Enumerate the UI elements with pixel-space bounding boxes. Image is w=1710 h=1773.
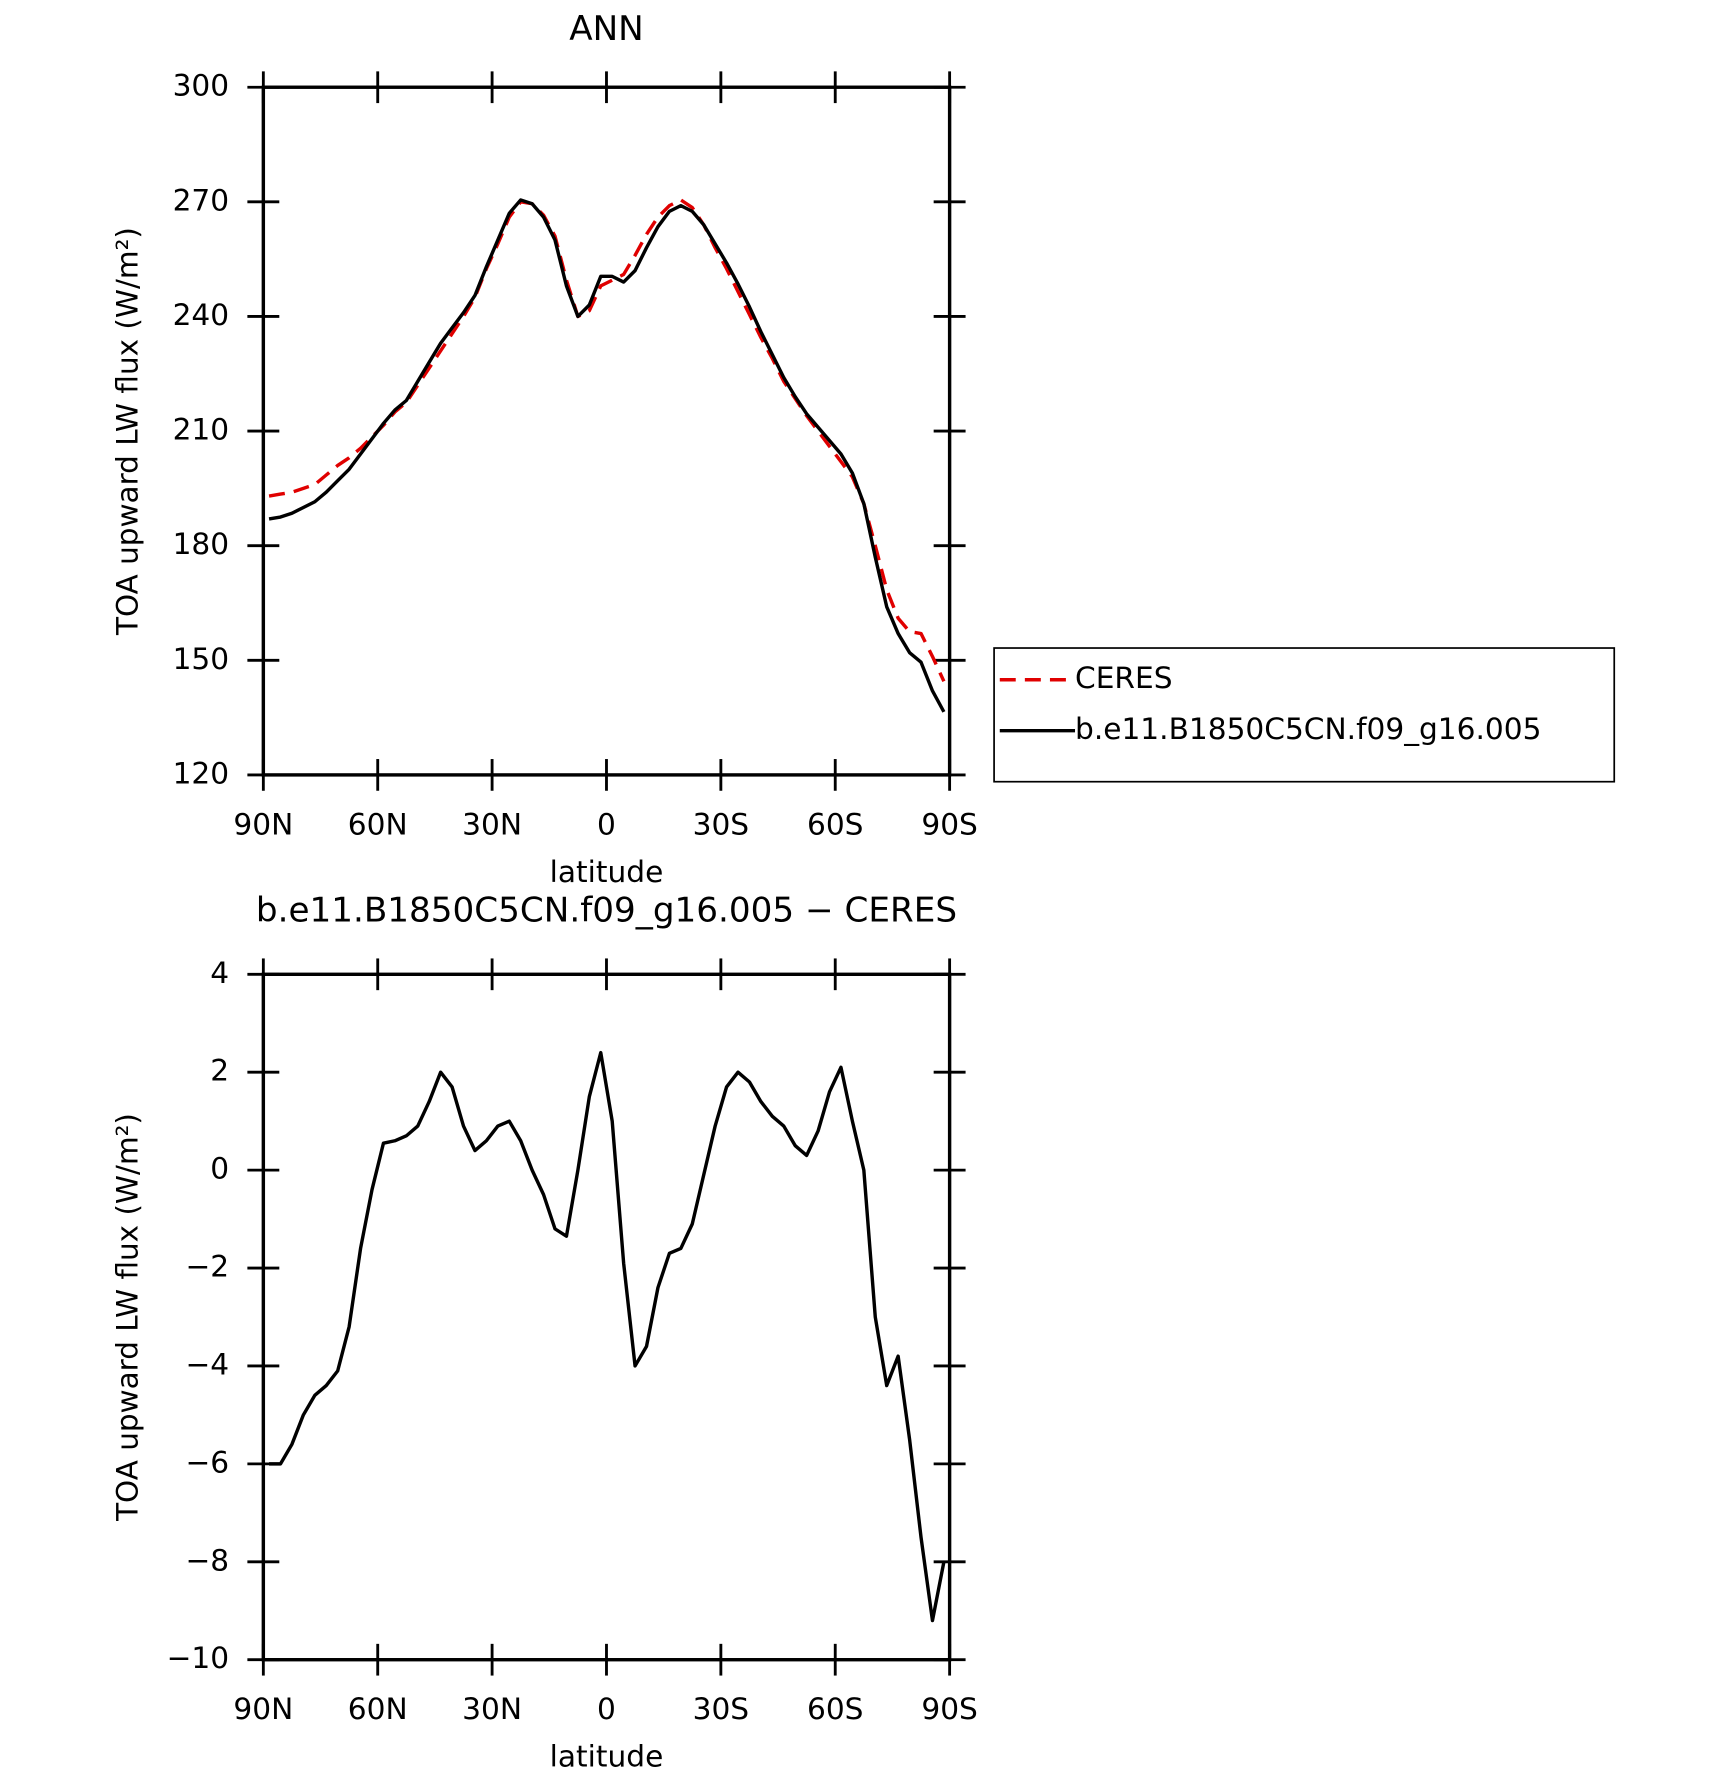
y-tick-label: 2 xyxy=(210,1054,229,1088)
legend-label: b.e11.B1850C5CN.f09_g16.005 xyxy=(1075,712,1541,746)
plot-frame xyxy=(261,85,952,777)
data-line xyxy=(268,198,946,713)
x-tick-label: 90N xyxy=(233,1692,293,1726)
x-tick-label: 30S xyxy=(693,807,750,841)
x-tick-label: 60N xyxy=(348,1692,408,1726)
legend-box xyxy=(993,647,1616,783)
y-tick-label: −10 xyxy=(167,1641,230,1675)
x-tick-label: 30N xyxy=(462,1692,522,1726)
y-tick-label: 0 xyxy=(210,1152,229,1186)
y-tick-label: 300 xyxy=(173,69,230,103)
x-tick-label: 60N xyxy=(348,807,408,841)
x-tick-label: 90S xyxy=(921,807,978,841)
y-tick-label: 180 xyxy=(173,527,230,561)
x-tick-label: 0 xyxy=(597,1692,616,1726)
x-tick-label: 60S xyxy=(807,807,864,841)
chart-title: b.e11.B1850C5CN.f09_g16.005 − CERES xyxy=(256,891,957,931)
y-tick-label: −2 xyxy=(185,1250,229,1284)
y-tick-label: −6 xyxy=(185,1445,229,1479)
x-tick-label: 90N xyxy=(233,807,293,841)
data-line xyxy=(269,1050,946,1623)
y-tick-label: 270 xyxy=(173,183,230,217)
legend-label: CERES xyxy=(1075,661,1173,695)
y-axis-label: TOA upward LW flux (W/m²) xyxy=(110,227,144,636)
chart-title: ANN xyxy=(569,9,644,49)
x-axis-label: latitude xyxy=(550,1740,664,1773)
y-tick-label: 210 xyxy=(173,413,230,447)
y-tick-label: 240 xyxy=(173,298,230,332)
x-tick-label: 90S xyxy=(921,1692,978,1726)
x-axis-label: latitude xyxy=(550,855,664,889)
y-tick-label: −4 xyxy=(185,1348,229,1382)
x-tick-label: 0 xyxy=(597,807,616,841)
x-tick-label: 30S xyxy=(693,1692,750,1726)
x-tick-label: 30N xyxy=(462,807,522,841)
y-tick-label: 120 xyxy=(173,756,230,790)
y-tick-label: 150 xyxy=(173,642,230,676)
y-axis-label: TOA upward LW flux (W/m²) xyxy=(110,1113,144,1522)
y-tick-label: −8 xyxy=(185,1543,229,1577)
y-tick-label: 4 xyxy=(210,956,229,990)
x-tick-label: 60S xyxy=(807,1692,864,1726)
